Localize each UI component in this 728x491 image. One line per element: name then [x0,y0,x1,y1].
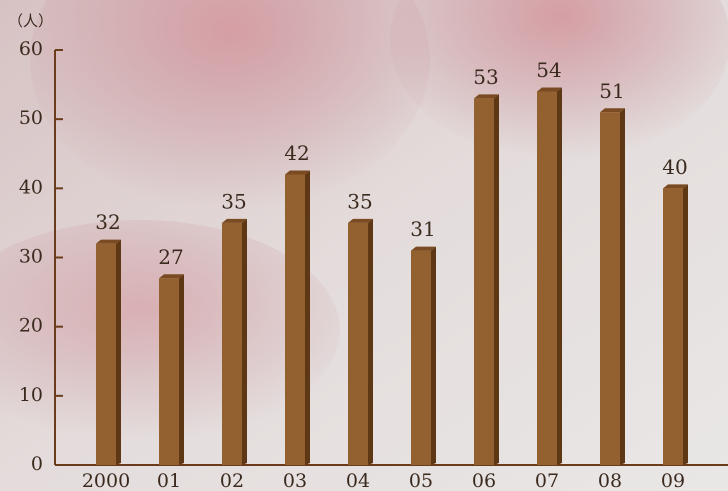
x-tick-label: 05 [409,470,433,491]
value-label: 31 [410,217,435,241]
bar [663,188,683,466]
bar [222,222,242,465]
bar [285,174,305,465]
bar-top [663,184,688,189]
x-tick-label: 01 [157,470,181,491]
bar-side [494,94,499,466]
x-tick-label: 03 [283,470,307,491]
y-tick-label: 0 [31,453,43,475]
value-label: 32 [95,210,120,234]
bar [600,112,620,465]
x-tick-label: 02 [220,470,244,491]
value-label: 27 [158,245,183,269]
bar-top [222,218,247,223]
y-unit: （人） [8,12,53,30]
y-tick-label: 40 [19,176,43,198]
bar-top [474,94,499,99]
bar [348,222,368,465]
bar-side [305,170,310,465]
bar-top [411,246,436,251]
y-tick-label: 50 [19,107,43,129]
bar-side [368,218,373,465]
bar-side [683,184,688,466]
bar-side [179,274,184,465]
x-tick-label: 09 [661,470,685,491]
bar-side [431,246,436,465]
bar [411,250,431,465]
value-label: 35 [347,189,372,213]
bar [159,278,179,465]
bar-side [242,218,247,465]
bar [96,243,116,465]
y-tick-label: 20 [19,315,43,337]
x-tick-label: 07 [535,470,559,491]
x-tick-label: 06 [472,470,496,491]
bar-top [348,218,373,223]
x-tick-label: 2000 [82,470,130,491]
x-tick-label: 08 [598,470,622,491]
bar-side [557,87,562,465]
bar-top [96,239,121,244]
background-finger [30,0,430,210]
value-label: 54 [536,58,561,82]
value-label: 40 [662,155,687,179]
value-label: 35 [221,189,246,213]
bar-top [537,87,562,92]
bar-top [600,108,625,113]
y-tick-label: 60 [19,38,43,60]
bar-side [620,108,625,465]
x-tick-label: 04 [346,470,370,491]
bar [537,91,557,465]
bar-side [116,239,121,465]
bar-top [159,274,184,279]
y-tick-label: 10 [19,384,43,406]
bar-top [285,170,310,175]
y-tick-label: 30 [19,246,43,268]
value-label: 42 [284,141,309,165]
value-label: 53 [473,65,498,89]
value-label: 51 [599,79,624,103]
bar [474,98,494,466]
